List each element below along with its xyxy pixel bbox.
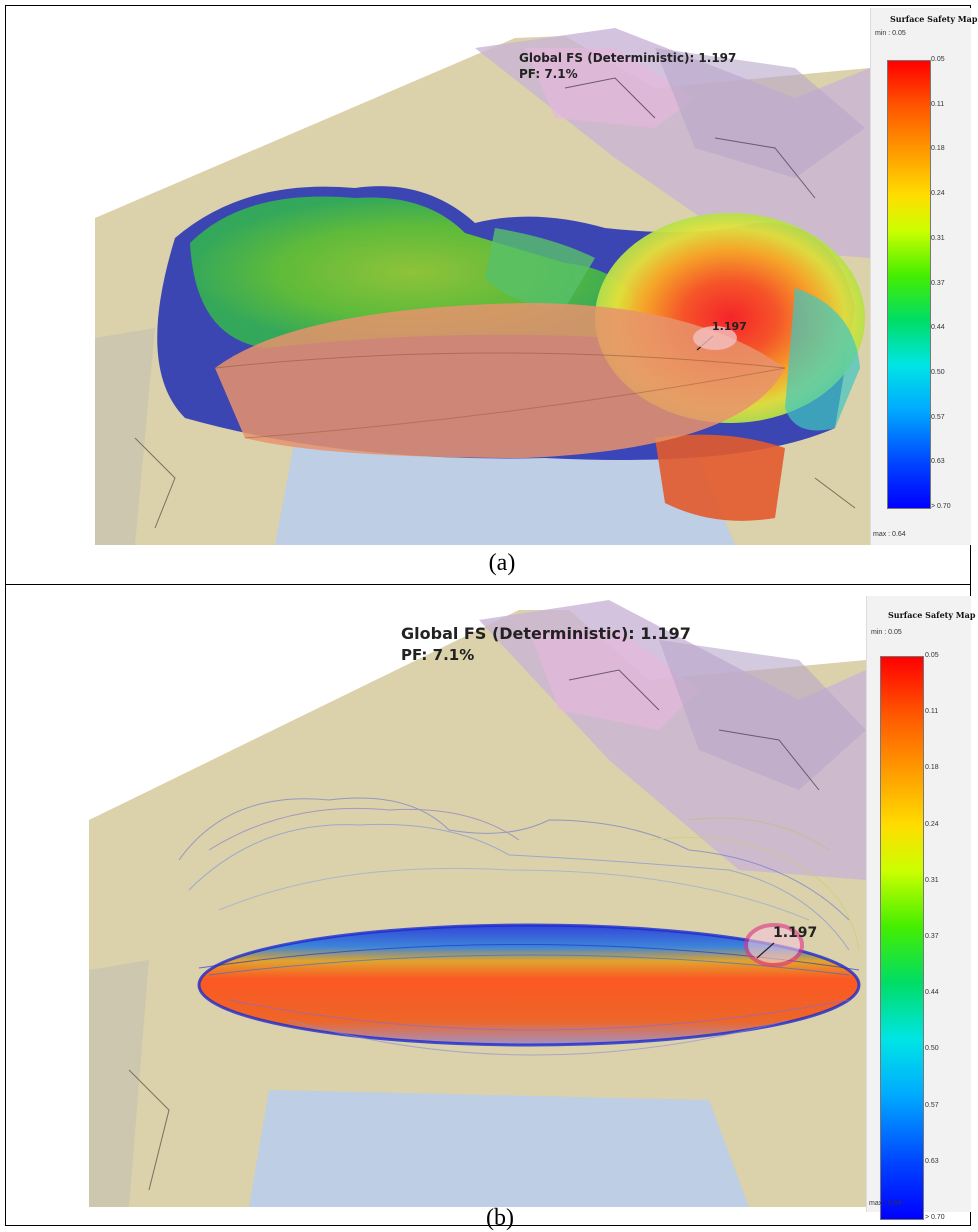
panel-a-legend-title: Surface Safety Map xyxy=(890,14,978,24)
panel-b-global-fs-title: Global FS (Deterministic): 1.197 xyxy=(401,624,691,643)
panel-a-legend-tick: 0.44 xyxy=(931,324,945,332)
panel-b-legend-tick: 0.31 xyxy=(925,876,939,884)
panel-a-legend-max: max : 0.64 xyxy=(873,531,906,538)
panel-a-pf-label: PF: 7.1% xyxy=(519,67,578,81)
panel-a-legend-tick: 0.50 xyxy=(931,368,945,376)
panel-a-legend-tick: 0.37 xyxy=(931,279,945,287)
panel-b-critical-fs-marker: 1.197 xyxy=(773,925,818,941)
panel-a-legend-tick: 0.63 xyxy=(931,458,945,466)
panel-b-legend-title: Surface Safety Map xyxy=(888,610,976,620)
panel-b-terrain-render xyxy=(89,590,866,1207)
panel-b-legend-tick: 0.63 xyxy=(925,1157,939,1165)
panel-b-legend-tick: 0.50 xyxy=(925,1045,939,1053)
panel-a-color-bar xyxy=(887,60,931,509)
panel-b-legend-max: max : 0.64 xyxy=(869,1200,902,1207)
panel-a-critical-fs-marker: 1.197 xyxy=(712,320,747,333)
panel-a-legend-tick: 0.57 xyxy=(931,413,945,421)
panel-a-legend-tick: > 0.70 xyxy=(931,503,951,510)
panel-a-legend-tick: 0.24 xyxy=(931,190,945,198)
panel-b-pf-label: PF: 7.1% xyxy=(401,646,475,664)
panel-b-legend-tick: 0.57 xyxy=(925,1101,939,1109)
panel-b-legend-tick: 0.37 xyxy=(925,933,939,940)
panel-b-legend-tick: > 0.70 xyxy=(925,1214,945,1221)
panel-a-global-fs-title: Global FS (Deterministic): 1.197 xyxy=(519,51,737,65)
panel-a-legend: Surface Safety Map min : 0.05 0.05 0.11 0.… xyxy=(870,8,977,545)
panel-a-legend-min: min : 0.05 xyxy=(875,30,906,37)
panel-a-legend-tick: 0.18 xyxy=(931,145,945,153)
panel-b-legend-tick: 0.05 xyxy=(925,652,939,659)
panel-a-legend-tick: 0.05 xyxy=(931,56,945,63)
panel-b-legend-tick: 0.11 xyxy=(925,708,939,716)
panel-a-legend-tick: 0.31 xyxy=(931,234,945,242)
panel-a-caption: (a) xyxy=(488,550,516,576)
panel-a-legend-tick: 0.11 xyxy=(931,100,945,108)
panel-a-3d-view: Global FS (Deterministic): 1.197 PF: 7.1… xyxy=(95,8,870,545)
panel-a-terrain-render xyxy=(95,8,870,545)
panel-b-legend-tick: 0.24 xyxy=(925,820,939,828)
panel-b-legend-min: min : 0.05 xyxy=(871,629,902,636)
panel-b-3d-view: Global FS (Deterministic): 1.197 PF: 7.1… xyxy=(89,590,866,1207)
panel-divider xyxy=(5,584,971,585)
panel-b-color-bar xyxy=(880,656,924,1220)
panel-b-legend-tick: 0.44 xyxy=(925,989,939,997)
panel-b-caption: (b) xyxy=(486,1205,514,1231)
panel-b-legend-tick: 0.18 xyxy=(925,764,939,772)
panel-b-legend: Surface Safety Map min : 0.05 0.05 0.11 0.… xyxy=(866,596,975,1221)
